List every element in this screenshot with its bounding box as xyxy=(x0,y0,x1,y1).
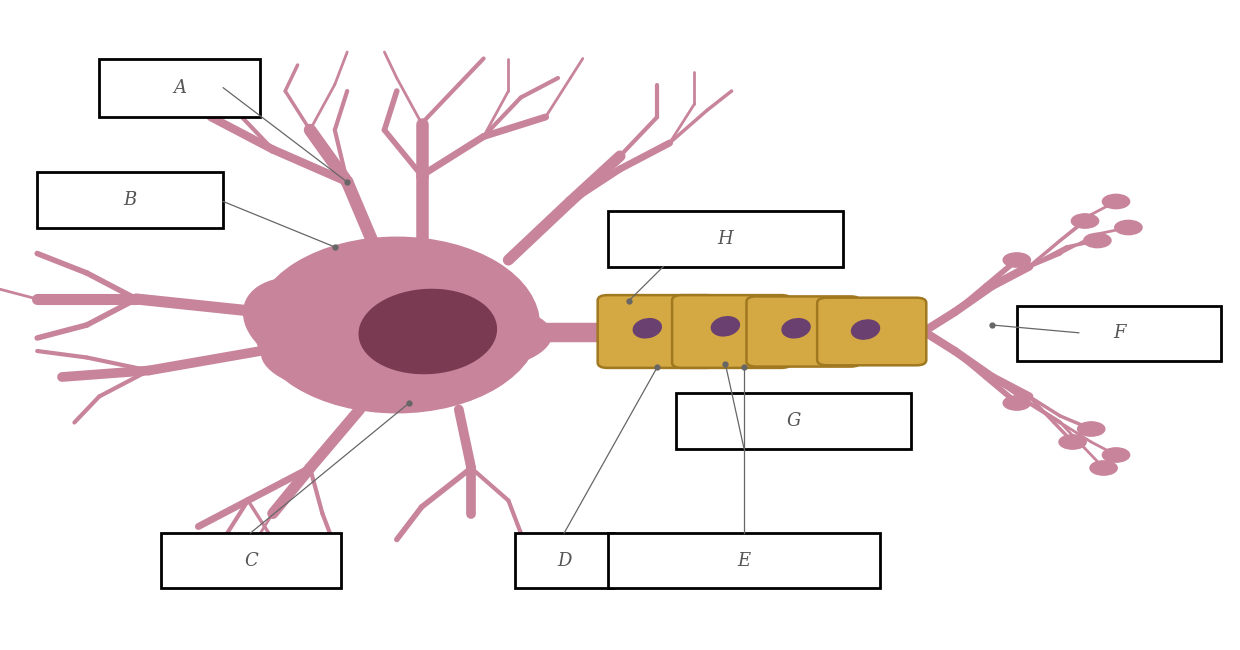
Ellipse shape xyxy=(243,278,377,372)
Ellipse shape xyxy=(262,321,433,394)
FancyBboxPatch shape xyxy=(515,533,614,588)
Circle shape xyxy=(1084,233,1111,248)
FancyBboxPatch shape xyxy=(672,295,791,368)
Ellipse shape xyxy=(391,305,552,371)
Circle shape xyxy=(1078,422,1105,436)
Text: D: D xyxy=(557,552,572,569)
Text: F: F xyxy=(1112,324,1126,342)
Circle shape xyxy=(1003,396,1030,410)
Ellipse shape xyxy=(386,266,532,332)
Ellipse shape xyxy=(254,237,539,413)
Ellipse shape xyxy=(360,289,496,374)
FancyBboxPatch shape xyxy=(676,393,911,448)
Text: A: A xyxy=(174,79,186,97)
Circle shape xyxy=(1115,220,1142,235)
Text: B: B xyxy=(124,191,136,209)
Ellipse shape xyxy=(634,318,661,338)
FancyBboxPatch shape xyxy=(817,298,926,365)
Ellipse shape xyxy=(283,251,461,334)
Ellipse shape xyxy=(712,317,739,336)
Circle shape xyxy=(1003,253,1030,267)
Ellipse shape xyxy=(782,318,810,338)
Text: C: C xyxy=(244,552,258,569)
FancyBboxPatch shape xyxy=(161,533,341,588)
FancyBboxPatch shape xyxy=(746,296,861,367)
FancyBboxPatch shape xyxy=(608,533,880,588)
Circle shape xyxy=(1071,214,1099,228)
Text: H: H xyxy=(718,230,733,248)
Text: E: E xyxy=(738,552,750,569)
Ellipse shape xyxy=(852,320,879,339)
Text: G: G xyxy=(786,412,801,430)
Circle shape xyxy=(1090,461,1117,475)
Circle shape xyxy=(1102,194,1130,209)
FancyBboxPatch shape xyxy=(37,172,223,227)
Circle shape xyxy=(1102,448,1130,462)
FancyBboxPatch shape xyxy=(608,211,843,266)
FancyBboxPatch shape xyxy=(99,58,260,117)
FancyBboxPatch shape xyxy=(598,295,717,368)
Circle shape xyxy=(1059,435,1086,449)
FancyBboxPatch shape xyxy=(1017,306,1221,361)
